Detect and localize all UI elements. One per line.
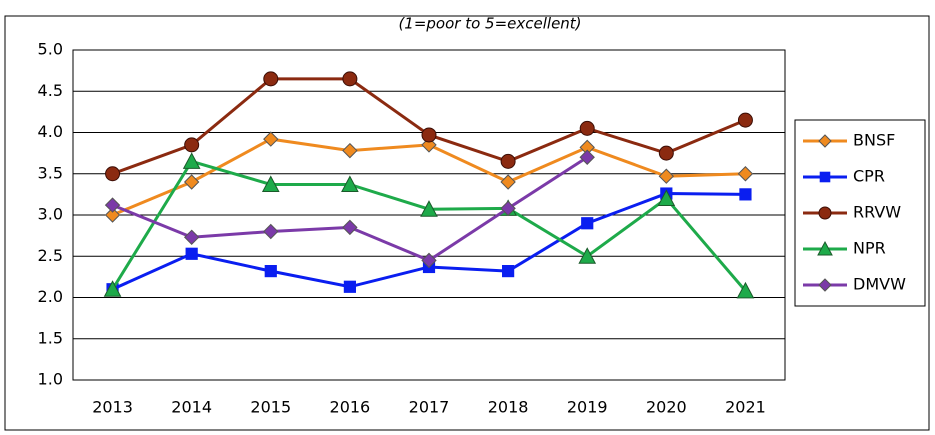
data-point — [341, 175, 359, 192]
legend-marker — [818, 206, 832, 220]
data-point — [736, 281, 755, 299]
chart-frame — [4, 15, 930, 431]
data-point — [261, 175, 280, 192]
data-point — [657, 189, 676, 206]
data-point — [103, 280, 122, 297]
data-point — [737, 166, 754, 182]
y-tick-label: 2.0 — [38, 287, 63, 306]
data-point — [500, 174, 516, 190]
legend-marker — [819, 171, 831, 183]
x-tick-label: 2020 — [646, 398, 687, 417]
y-tick-label: 1.5 — [38, 328, 63, 347]
y-tick-label: 3.0 — [38, 205, 63, 224]
data-point — [183, 174, 200, 190]
data-point — [502, 265, 515, 278]
x-tick-label: 2017 — [409, 398, 450, 417]
data-point — [578, 247, 597, 264]
x-tick-label: 2018 — [488, 398, 529, 417]
data-point — [342, 71, 358, 87]
x-tick-label: 2013 — [92, 398, 133, 417]
data-point — [581, 217, 594, 230]
legend-label: DMVW — [853, 275, 906, 294]
data-point — [105, 166, 121, 182]
y-tick-label: 4.5 — [38, 81, 63, 100]
data-point — [737, 112, 753, 128]
data-point — [104, 197, 121, 213]
data-point — [343, 280, 356, 293]
x-tick-label: 2019 — [567, 398, 608, 417]
data-point — [104, 207, 121, 223]
data-point — [739, 188, 752, 201]
data-point — [500, 200, 516, 217]
y-tick-label: 1.0 — [38, 370, 63, 389]
x-tick-label: 2014 — [171, 398, 212, 417]
legend-label: BNSF — [853, 131, 895, 150]
data-point — [658, 168, 675, 184]
x-tick-label: 2016 — [330, 398, 371, 417]
legend-marker — [817, 240, 833, 256]
data-point — [579, 120, 595, 136]
y-tick-label: 3.5 — [38, 163, 63, 182]
data-point — [421, 252, 437, 269]
x-tick-label: 2021 — [725, 398, 766, 417]
data-point — [342, 219, 358, 236]
data-point — [264, 265, 277, 278]
data-point — [263, 223, 279, 240]
data-point — [658, 145, 674, 161]
legend-label: CPR — [853, 167, 885, 186]
data-point — [342, 142, 358, 159]
legend-marker — [818, 134, 832, 148]
data-point — [182, 152, 201, 169]
legend-label: RRVW — [853, 203, 901, 222]
data-point — [500, 153, 516, 169]
y-tick-label: 5.0 — [38, 40, 63, 59]
y-tick-label: 2.5 — [38, 246, 63, 265]
y-tick-label: 4.0 — [38, 122, 63, 141]
data-point — [579, 149, 595, 165]
x-tick-label: 2015 — [250, 398, 291, 417]
data-point — [185, 247, 198, 260]
chart-subtitle: (1=poor to 5=excellent) — [398, 15, 581, 33]
data-point — [263, 131, 279, 147]
data-point — [184, 137, 200, 153]
data-point — [263, 71, 279, 87]
data-point — [420, 200, 438, 217]
legend-marker — [818, 278, 832, 292]
data-point — [183, 229, 200, 245]
legend-label: NPR — [853, 239, 886, 258]
data-point — [421, 127, 437, 143]
